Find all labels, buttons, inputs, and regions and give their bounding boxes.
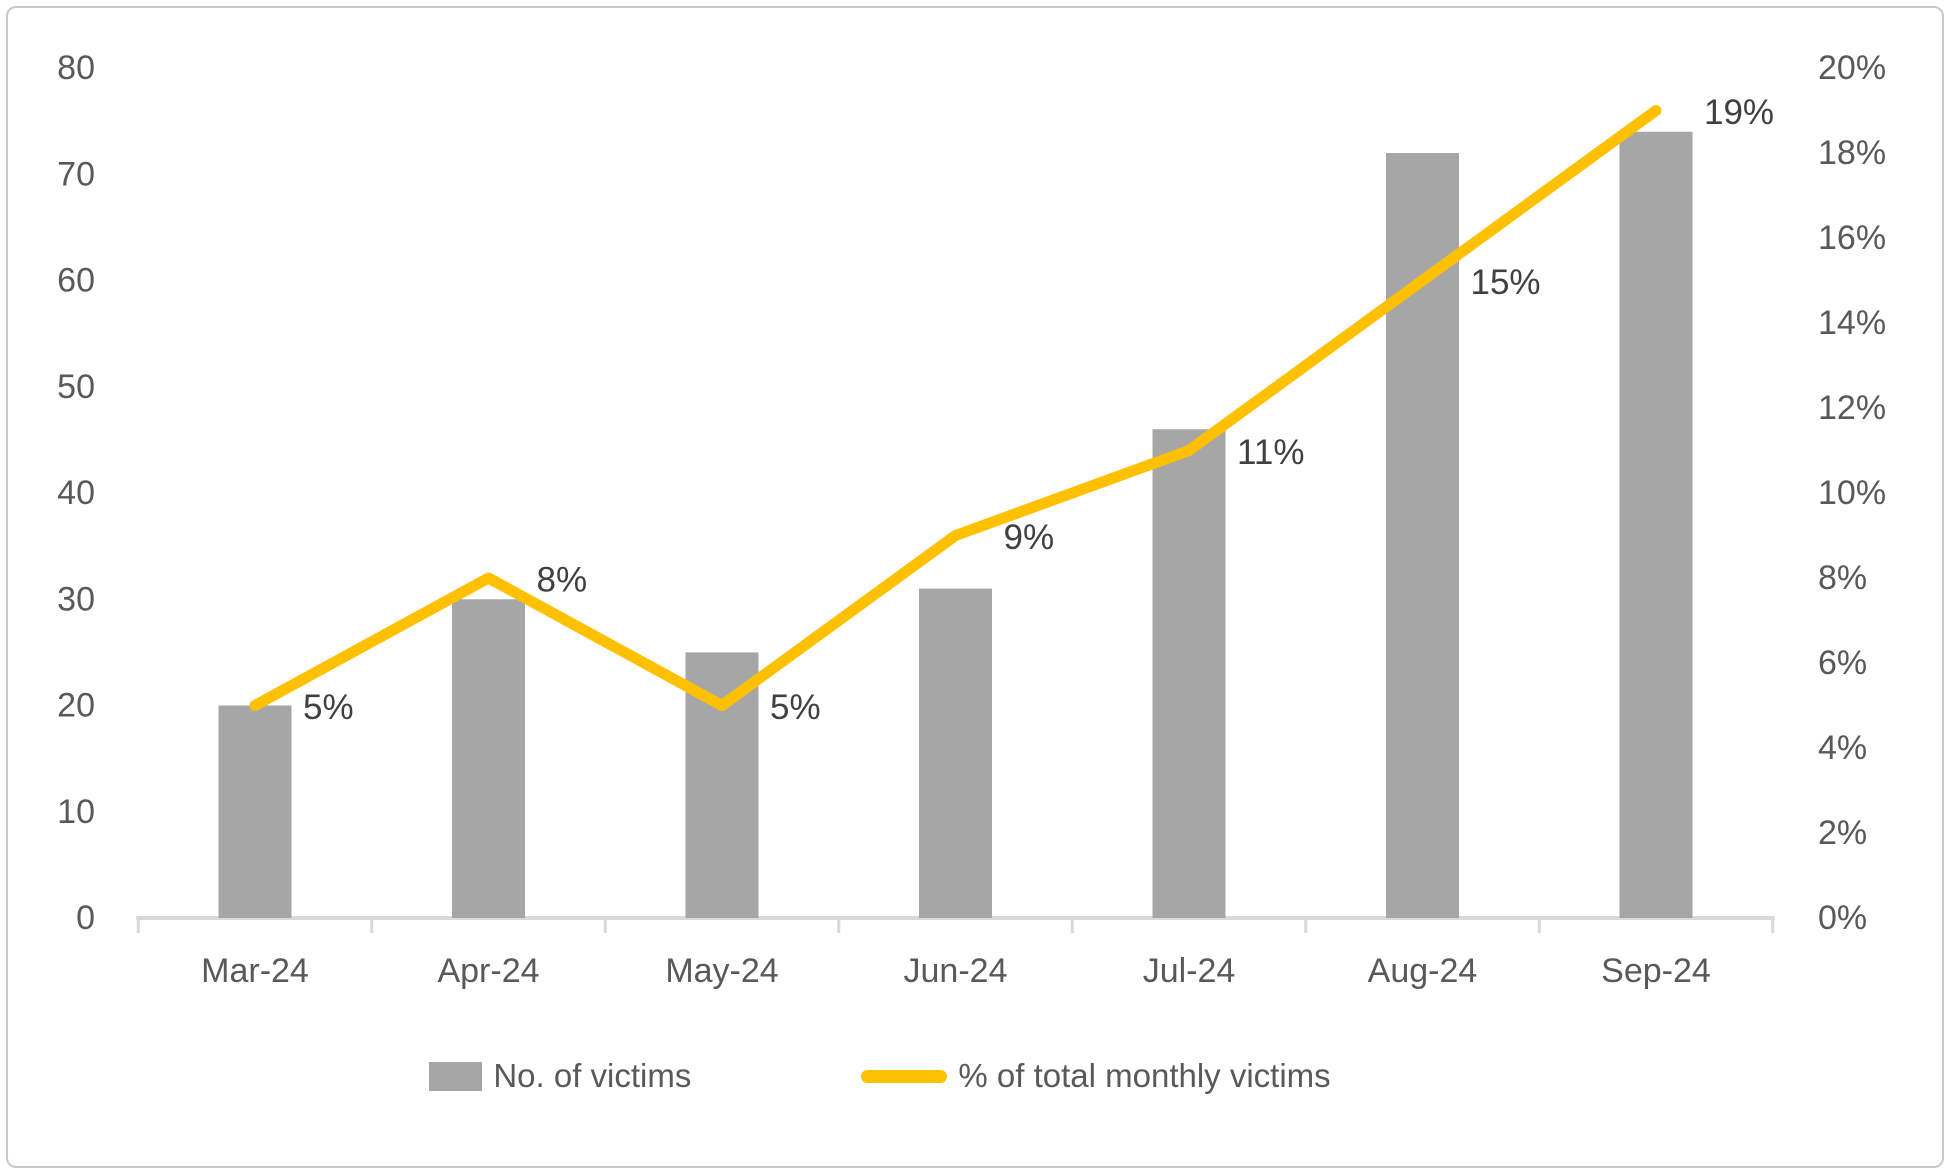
- right-axis-tick-label: 14%: [1818, 304, 1886, 342]
- bar-jun-24: [919, 588, 992, 918]
- left-axis-tick-label: 80: [57, 49, 95, 87]
- legend-item-percent-monthly-victims: % of total monthly victims: [861, 1057, 1331, 1095]
- data-label-jul-24: 11%: [1237, 433, 1304, 472]
- bar-mar-24: [218, 705, 292, 918]
- left-axis-tick-label: 30: [57, 580, 95, 618]
- right-axis-tick-label: 2%: [1818, 814, 1867, 852]
- right-axis-tick-label: 18%: [1818, 134, 1886, 172]
- right-axis-tick-label: 6%: [1818, 644, 1867, 682]
- percent-line-series: [249, 105, 1662, 711]
- data-label-jun-24: 9%: [1004, 518, 1055, 557]
- legend-label-no-of-victims: No. of victims: [493, 1057, 692, 1094]
- data-label-apr-24: 8%: [537, 561, 588, 600]
- left-axis-tick-label: 0: [76, 899, 95, 937]
- chart-legend: No. of victims % of total monthly victim…: [0, 1052, 1855, 1100]
- bar-apr-24: [452, 599, 525, 918]
- right-axis-tick-label: 10%: [1818, 474, 1886, 512]
- data-label-mar-24: 5%: [303, 688, 354, 727]
- right-axis-tick-label: 4%: [1818, 729, 1867, 767]
- right-axis-tick-label: 20%: [1818, 49, 1886, 87]
- right-axis-tick-label: 8%: [1818, 559, 1867, 597]
- data-label-sep-24: 19%: [1704, 93, 1774, 132]
- left-axis-tick-label: 40: [57, 474, 95, 512]
- left-axis-tick-label: 50: [57, 368, 95, 406]
- left-axis-tick-label: 70: [57, 155, 95, 193]
- category-label-jun-24: Jun-24: [904, 952, 1008, 990]
- bar-jul-24: [1152, 429, 1226, 918]
- line-series-swatch-icon: [861, 1069, 948, 1083]
- category-label-aug-24: Aug-24: [1368, 952, 1478, 990]
- bar-sep-24: [1619, 131, 1693, 918]
- left-axis-tick-label: 60: [57, 262, 95, 300]
- category-label-mar-24: Mar-24: [201, 952, 309, 990]
- right-axis-tick-label: 12%: [1818, 389, 1886, 427]
- left-axis-tick-label: 20: [57, 687, 95, 725]
- data-label-aug-24: 15%: [1471, 263, 1541, 302]
- right-axis-tick-label: 0%: [1818, 899, 1867, 937]
- data-label-may-24: 5%: [770, 688, 821, 727]
- bar-series-swatch-icon: [429, 1061, 483, 1091]
- category-label-apr-24: Apr-24: [437, 952, 539, 990]
- legend-item-no-of-victims: No. of victims: [429, 1057, 691, 1095]
- right-axis-tick-label: 16%: [1818, 219, 1886, 257]
- left-axis-tick-label: 10: [57, 793, 95, 831]
- category-label-jul-24: Jul-24: [1143, 952, 1236, 990]
- legend-label-percent-monthly-victims: % of total monthly victims: [958, 1057, 1331, 1094]
- category-label-may-24: May-24: [665, 952, 778, 990]
- category-label-sep-24: Sep-24: [1601, 952, 1711, 990]
